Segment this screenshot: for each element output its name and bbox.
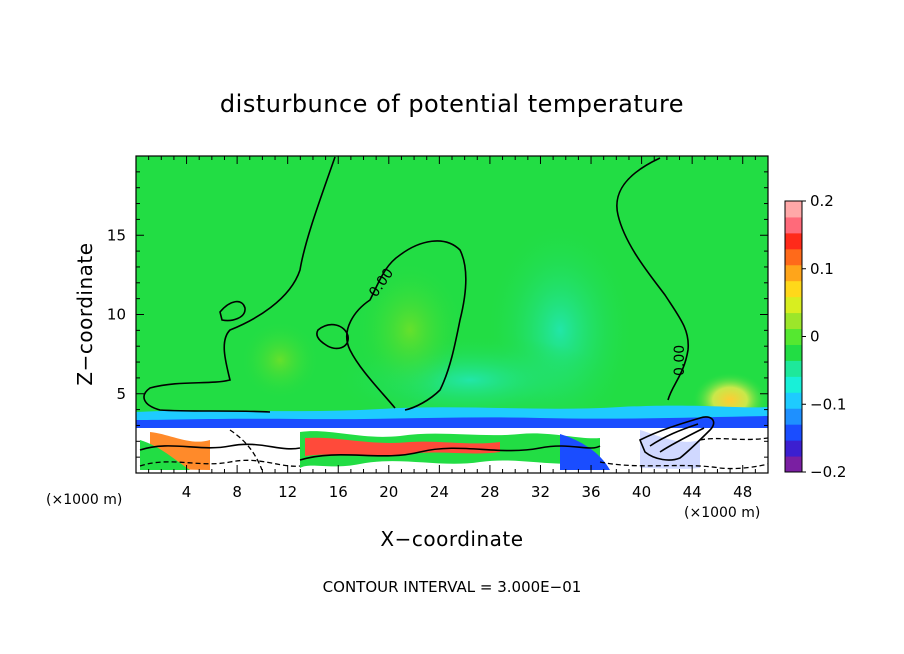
contour-dashed-4 [229,429,263,471]
contour-line-lower-1 [139,443,301,451]
colorbar-tick-label: 0.1 [810,260,834,278]
x-axis: 4 8 12 16 20 24 28 32 36 40 44 48 [148,156,756,501]
lower-blue-pocket [560,434,610,470]
contour-dashed-3 [699,437,768,441]
x-tick-label: 12 [278,483,297,501]
warm-region-a [355,260,465,400]
colorbar-swatch [785,440,802,457]
boundary-layer-cyan [136,405,768,420]
chart-title: disturbunce of potential temperature [220,90,684,118]
contour-line-lower-3 [638,416,715,461]
x-tick-label: 40 [632,483,651,501]
colorbar-swatch [785,296,802,314]
colorbar-tick-label: 0 [810,328,820,346]
x-tick-label: 4 [182,483,192,501]
x-tick-label: 20 [379,483,398,501]
colorbar: 0.2 0.1 0 −0.1 −0.2 [784,192,846,481]
colorbar-swatch [785,360,802,377]
contour-line-right [616,157,690,401]
x-tick-label: 48 [733,483,752,501]
colorbar-swatch [785,216,802,234]
contour-line-left [143,156,336,413]
contour-dashed-1 [139,459,301,467]
contour-line-lower-5 [659,427,705,453]
colorbar-tick-label: −0.2 [810,463,846,481]
x-tick-label: 36 [581,483,600,501]
colorbar-swatch [785,248,802,266]
colorbar-swatch [785,232,802,250]
colorbar-tick-label: 0.2 [810,192,834,210]
y-tick-label: 5 [116,385,126,403]
contour-line-mid [345,240,467,411]
x-tick-label: 8 [232,483,242,501]
lower-purple-pocket [640,430,700,469]
contour-label-2: 0.00 [672,345,688,376]
x-tick-label: 28 [480,483,499,501]
contour-line-small-1 [316,323,349,350]
contour-line-lower-2 [299,445,601,461]
x-axis-label: X−coordinate [380,527,523,551]
contour-dashed-2 [599,461,768,470]
colorbar-tick-label: −0.1 [810,395,846,413]
contour-interval-note: CONTOUR INTERVAL = 3.000E−01 [323,578,582,596]
lower-red-band [305,437,500,456]
x-tick-label: 24 [430,483,449,501]
colorbar-swatch [785,312,802,330]
colorbar-swatch [785,408,802,425]
heatmap-field: 0.00 0.00 [136,156,768,473]
colorbar-swatch [785,328,802,345]
y-axis-label: Z−coordinate [73,242,97,385]
x-tick-label: 16 [329,483,348,501]
contour-line-small-2 [219,300,246,322]
y-tick-label: 10 [107,306,126,324]
colorbar-swatch [785,201,802,218]
colorbar-swatch [785,424,802,441]
colorbar-swatch [785,344,802,361]
y-axis: 5 10 15 [107,171,768,458]
warm-region-b [240,320,320,400]
x-unit-right: (×1000 m) [684,505,760,521]
colorbar-swatch [785,392,802,409]
colorbar-swatch [785,280,802,298]
y-tick-label: 15 [107,226,126,244]
colorbar-swatch [785,376,802,393]
contour-line-lower-4 [649,423,699,447]
x-tick-label: 32 [531,483,550,501]
x-unit-left: (×1000 m) [46,492,122,508]
colorbar-swatch [785,456,802,473]
colorbar-swatch [785,264,802,282]
x-tick-label: 44 [683,483,702,501]
